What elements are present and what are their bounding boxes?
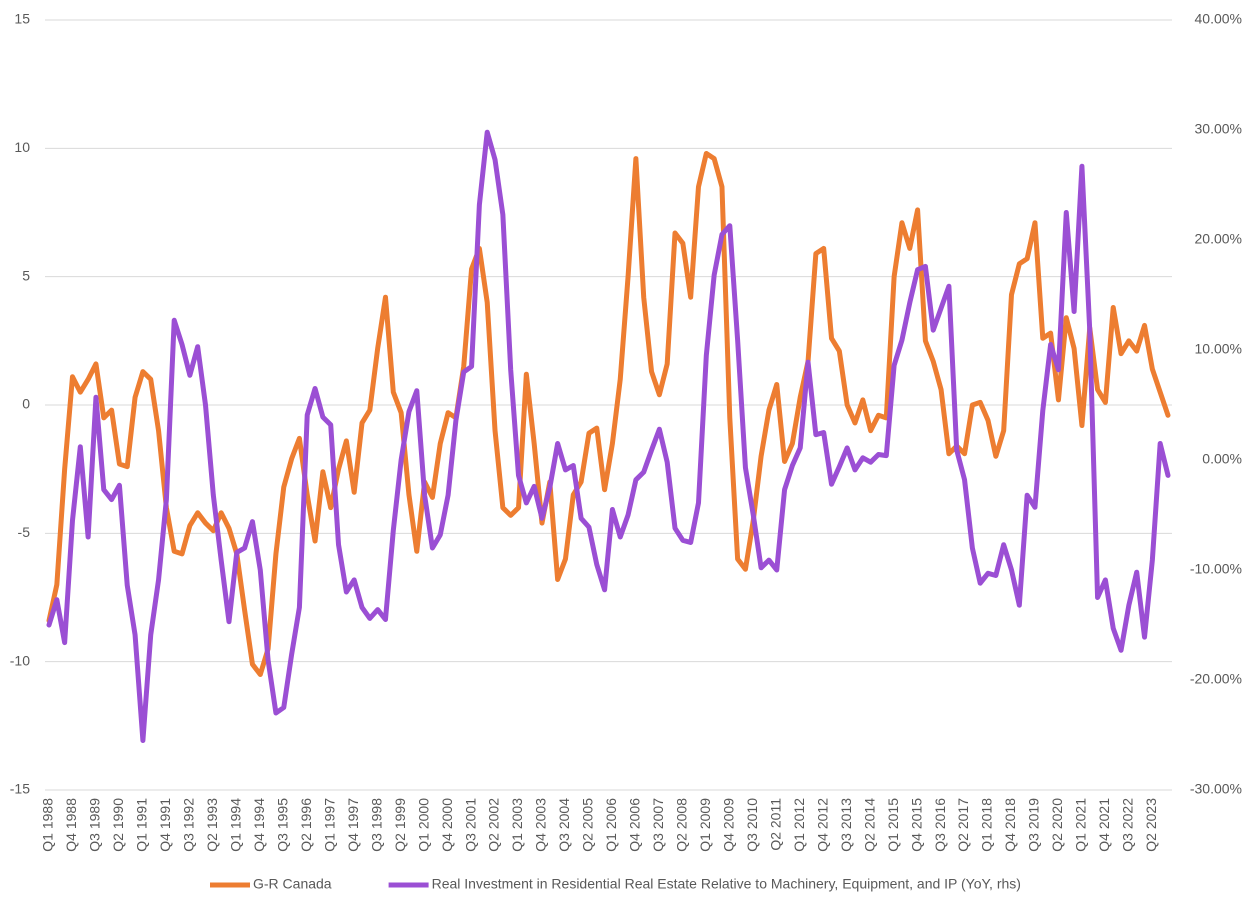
- legend-label: Real Investment in Residential Real Esta…: [432, 876, 1021, 892]
- x-tick-label: Q2 2020: [1049, 798, 1065, 852]
- y2-tick-label: 20.00%: [1195, 231, 1242, 247]
- x-tick-label: Q4 2000: [439, 798, 455, 852]
- x-tick-label: Q1 2009: [697, 798, 713, 852]
- x-tick-label: Q1 2000: [415, 798, 431, 852]
- series-line: [46, 150, 1171, 677]
- x-tick-label: Q3 1992: [181, 798, 197, 852]
- y2-tick-label: 30.00%: [1195, 121, 1242, 137]
- y2-tick-label: 10.00%: [1195, 341, 1242, 357]
- x-tick-label: Q3 1998: [368, 798, 384, 852]
- x-tick-label: Q3 2019: [1026, 798, 1042, 852]
- x-tick-label: Q2 1990: [110, 798, 126, 852]
- y-tick-label: 15: [14, 11, 30, 27]
- y2-tick-label: 40.00%: [1195, 11, 1242, 27]
- y-tick-label: -10: [10, 652, 30, 668]
- x-tick-label: Q2 2014: [861, 798, 877, 852]
- x-tick-label: Q3 2004: [556, 798, 572, 852]
- x-tick-label: Q1 2003: [509, 798, 525, 852]
- x-tick-label: Q4 2018: [1002, 798, 1018, 852]
- x-tick-label: Q1 2006: [603, 798, 619, 852]
- x-tick-label: Q2 1993: [204, 798, 220, 852]
- x-tick-label: Q3 1995: [274, 798, 290, 852]
- x-tick-label: Q2 2002: [486, 798, 502, 852]
- y-tick-label: -5: [18, 524, 31, 540]
- x-tick-label: Q4 1997: [345, 798, 361, 852]
- x-tick-label: Q2 2017: [955, 798, 971, 852]
- x-tick-label: Q3 2013: [838, 798, 854, 852]
- x-tick-label: Q2 2005: [580, 798, 596, 852]
- series-line: [46, 129, 1171, 743]
- x-tick-label: Q1 2021: [1073, 798, 1089, 852]
- x-tick-label: Q3 2010: [744, 798, 760, 852]
- legend: G-R Canada Real Investment in Residential…: [210, 876, 1021, 892]
- x-tick-label: Q1 2015: [885, 798, 901, 852]
- y2-tick-label: -20.00%: [1190, 671, 1242, 687]
- x-tick-label: Q1 1991: [134, 798, 150, 852]
- x-tick-label: Q4 2006: [627, 798, 643, 852]
- x-tick-label: Q1 2018: [979, 798, 995, 852]
- y-tick-label: 5: [22, 267, 30, 283]
- x-tick-label: Q1 1997: [321, 798, 337, 852]
- x-tick-label: Q4 2003: [533, 798, 549, 852]
- x-tick-label: Q3 2022: [1120, 798, 1136, 852]
- x-tick-label: Q4 2009: [720, 798, 736, 852]
- x-tick-label: Q3 2001: [462, 798, 478, 852]
- x-tick-label: Q2 1999: [392, 798, 408, 852]
- x-tick-label: Q2 1996: [298, 798, 314, 852]
- x-tick-label: Q4 2012: [814, 798, 830, 852]
- x-tick-label: Q3 2016: [932, 798, 948, 852]
- x-tick-label: Q1 1994: [228, 798, 244, 852]
- x-tick-label: Q2 2011: [767, 798, 783, 851]
- x-tick-label: Q4 1991: [157, 798, 173, 852]
- y2-tick-label: -10.00%: [1190, 561, 1242, 577]
- y2-tick-label: -30.00%: [1190, 781, 1242, 797]
- x-tick-label: Q2 2023: [1143, 798, 1159, 852]
- y-tick-label: 10: [14, 139, 30, 155]
- x-tick-label: Q4 2015: [908, 798, 924, 852]
- x-tick-label: Q3 2007: [650, 798, 666, 852]
- y-tick-label: 0: [22, 396, 30, 412]
- x-tick-label: Q4 2021: [1096, 798, 1112, 852]
- x-tick-label: Q4 1994: [251, 798, 267, 852]
- y2-tick-label: 0.00%: [1202, 451, 1242, 467]
- x-tick-label: Q3 1989: [87, 798, 103, 852]
- x-tick-label: Q4 1988: [63, 798, 79, 852]
- x-tick-label: Q1 2012: [791, 798, 807, 852]
- x-tick-label: Q2 2008: [674, 798, 690, 852]
- y-tick-label: -15: [10, 781, 30, 797]
- legend-label: G-R Canada: [253, 876, 332, 892]
- x-tick-label: Q1 1988: [40, 798, 56, 852]
